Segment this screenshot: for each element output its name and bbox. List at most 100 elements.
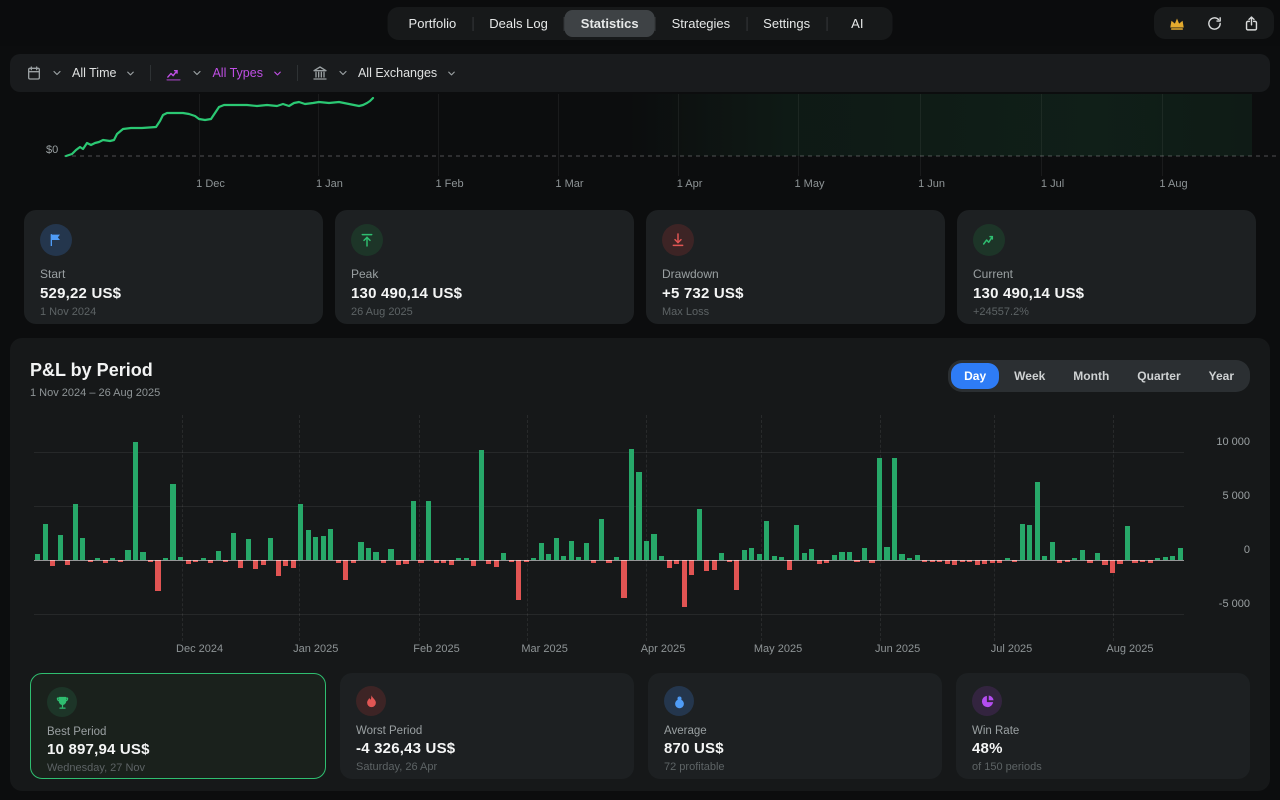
pnl-bar[interactable] [802,415,807,635]
pnl-bar[interactable] [343,415,348,635]
pnl-bar[interactable] [869,415,874,635]
win-rate-card[interactable]: Win Rate 48% of 150 periods [956,673,1250,779]
pnl-bar[interactable] [155,415,160,635]
pnl-bar[interactable] [877,415,882,635]
pnl-bar[interactable] [682,415,687,635]
pnl-bar[interactable] [276,415,281,635]
pnl-bar[interactable] [839,415,844,635]
pnl-bar[interactable] [1080,415,1085,635]
pnl-bar[interactable] [569,415,574,635]
pnl-bar[interactable] [719,415,724,635]
pnl-bar[interactable] [193,415,198,635]
best-period-card[interactable]: Best Period 10 897,94 US$ Wednesday, 27 … [30,673,326,779]
pnl-bar[interactable] [1148,415,1153,635]
pnl-bar[interactable] [892,415,897,635]
pnl-bar[interactable] [396,415,401,635]
pnl-bar[interactable] [261,415,266,635]
tab-settings[interactable]: Settings [747,10,826,37]
pnl-bar[interactable] [832,415,837,635]
pnl-bar[interactable] [1042,415,1047,635]
pnl-bar[interactable] [644,415,649,635]
filter-exchanges[interactable]: All Exchanges [312,65,457,81]
pnl-bar[interactable] [967,415,972,635]
pnl-bar[interactable] [418,415,423,635]
pnl-bar[interactable] [975,415,980,635]
pnl-bar[interactable] [464,415,469,635]
pnl-bar[interactable] [65,415,70,635]
pnl-bar[interactable] [516,415,521,635]
pnl-bar[interactable] [1117,415,1122,635]
pnl-bar[interactable] [50,415,55,635]
pnl-bar[interactable] [298,415,303,635]
pnl-bar[interactable] [1072,415,1077,635]
pnl-bar[interactable] [426,415,431,635]
pnl-bar[interactable] [712,415,717,635]
pnl-bar[interactable] [1125,415,1130,635]
pnl-bar[interactable] [313,415,318,635]
pnl-bar[interactable] [667,415,672,635]
pnl-bar[interactable] [1020,415,1025,635]
pnl-bar[interactable] [862,415,867,635]
pnl-bar[interactable] [456,415,461,635]
pnl-bar[interactable] [73,415,78,635]
average-card[interactable]: Average 870 US$ 72 profitable [648,673,942,779]
tab-statistics[interactable]: Statistics [565,10,655,37]
pnl-bar[interactable] [561,415,566,635]
pnl-bar[interactable] [689,415,694,635]
period-month-button[interactable]: Month [1060,363,1122,389]
pnl-bar[interactable] [216,415,221,635]
pnl-bar[interactable] [1012,415,1017,635]
pnl-bar[interactable] [764,415,769,635]
pnl-bar[interactable] [163,415,168,635]
pnl-bar[interactable] [899,415,904,635]
pnl-bar[interactable] [659,415,664,635]
pnl-bar[interactable] [238,415,243,635]
pnl-bar[interactable] [1178,415,1183,635]
pnl-bar[interactable] [1140,415,1145,635]
pnl-bar[interactable] [621,415,626,635]
pnl-bar[interactable] [1170,415,1175,635]
pnl-bar[interactable] [246,415,251,635]
pnl-bar[interactable] [1087,415,1092,635]
pnl-bar[interactable] [133,415,138,635]
pnl-bar[interactable] [930,415,935,635]
pnl-bar[interactable] [268,415,273,635]
pnl-bar[interactable] [494,415,499,635]
pnl-bar[interactable] [772,415,777,635]
pnl-bar[interactable] [915,415,920,635]
pnl-bar[interactable] [381,415,386,635]
pnl-bar[interactable] [449,415,454,635]
pnl-bar[interactable] [103,415,108,635]
pnl-bar[interactable] [742,415,747,635]
pnl-bar[interactable] [697,415,702,635]
pnl-bar[interactable] [636,415,641,635]
pnl-bar[interactable] [95,415,100,635]
pnl-bar[interactable] [1155,415,1160,635]
pnl-bar[interactable] [501,415,506,635]
pnl-bar[interactable] [253,415,258,635]
pnl-bar[interactable] [937,415,942,635]
peak-card[interactable]: Peak 130 490,14 US$ 26 Aug 2025 [335,210,634,324]
pnl-bar[interactable] [373,415,378,635]
pnl-bar[interactable] [366,415,371,635]
pnl-bar[interactable] [201,415,206,635]
pnl-bar[interactable] [734,415,739,635]
tab-deals-log[interactable]: Deals Log [473,10,564,37]
pnl-bar[interactable] [606,415,611,635]
pnl-bar-chart[interactable]: Dec 2024Jan 2025Feb 2025Mar 2025Apr 2025… [30,415,1250,661]
tab-ai[interactable]: AI [827,10,887,37]
pnl-bar[interactable] [704,415,709,635]
pnl-bar[interactable] [674,415,679,635]
pnl-bar[interactable] [824,415,829,635]
pnl-bar[interactable] [509,415,514,635]
drawdown-card[interactable]: Drawdown +5 732 US$ Max Loss [646,210,945,324]
pnl-bar[interactable] [539,415,544,635]
pnl-bar[interactable] [479,415,484,635]
pnl-bar[interactable] [351,415,356,635]
pnl-bar[interactable] [749,415,754,635]
tab-strategies[interactable]: Strategies [656,10,747,37]
pnl-bar[interactable] [43,415,48,635]
pnl-bar[interactable] [779,415,784,635]
pnl-bar[interactable] [1050,415,1055,635]
pnl-bar[interactable] [148,415,153,635]
